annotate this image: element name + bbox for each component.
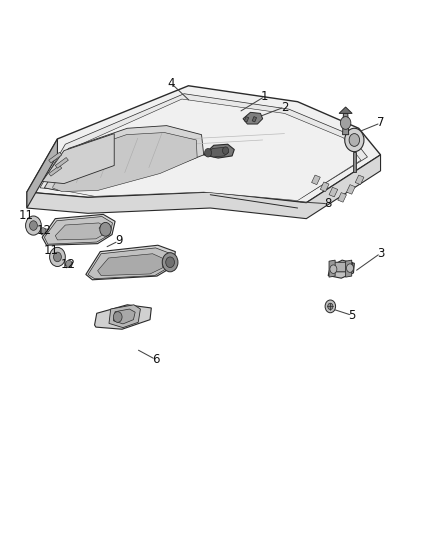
Polygon shape <box>355 175 364 184</box>
Polygon shape <box>95 305 151 329</box>
Polygon shape <box>52 133 197 191</box>
Circle shape <box>66 260 72 268</box>
Polygon shape <box>244 117 249 122</box>
Polygon shape <box>55 223 106 240</box>
Circle shape <box>223 147 229 155</box>
Polygon shape <box>328 260 354 278</box>
Polygon shape <box>49 165 62 176</box>
Circle shape <box>49 247 65 266</box>
Text: 12: 12 <box>37 224 52 237</box>
Polygon shape <box>55 158 68 168</box>
Polygon shape <box>49 99 361 200</box>
Circle shape <box>53 252 61 262</box>
Circle shape <box>205 149 212 157</box>
Circle shape <box>349 134 360 147</box>
Circle shape <box>100 222 111 236</box>
Text: 3: 3 <box>377 247 384 260</box>
Circle shape <box>346 264 353 272</box>
Polygon shape <box>109 305 141 328</box>
Polygon shape <box>44 126 204 190</box>
Polygon shape <box>27 139 57 208</box>
Circle shape <box>340 117 351 130</box>
Circle shape <box>325 300 336 313</box>
Circle shape <box>25 216 41 235</box>
Polygon shape <box>42 134 114 183</box>
Text: 7: 7 <box>377 117 384 130</box>
Polygon shape <box>343 114 349 135</box>
Polygon shape <box>49 152 62 163</box>
Polygon shape <box>27 155 381 219</box>
Text: 1: 1 <box>261 90 268 103</box>
Circle shape <box>162 253 178 272</box>
Polygon shape <box>40 228 48 234</box>
Polygon shape <box>88 248 172 279</box>
Polygon shape <box>86 245 175 280</box>
Circle shape <box>328 303 333 310</box>
Circle shape <box>330 265 337 273</box>
Text: 2: 2 <box>281 101 288 114</box>
Circle shape <box>29 221 37 230</box>
Polygon shape <box>252 117 257 122</box>
Polygon shape <box>329 187 338 197</box>
Polygon shape <box>113 309 135 324</box>
Polygon shape <box>338 192 346 202</box>
Text: 6: 6 <box>152 353 159 366</box>
Circle shape <box>345 128 364 152</box>
Polygon shape <box>339 107 352 114</box>
Text: 11: 11 <box>43 244 58 257</box>
Polygon shape <box>207 148 229 157</box>
Polygon shape <box>44 216 113 244</box>
Polygon shape <box>311 175 320 184</box>
Circle shape <box>113 312 122 322</box>
Polygon shape <box>243 112 263 124</box>
Text: 4: 4 <box>167 77 175 90</box>
Polygon shape <box>320 182 329 191</box>
Polygon shape <box>330 262 353 272</box>
Text: 8: 8 <box>325 197 332 211</box>
Text: 11: 11 <box>18 209 34 222</box>
Polygon shape <box>346 260 352 277</box>
Polygon shape <box>329 260 335 277</box>
Polygon shape <box>346 184 355 194</box>
Polygon shape <box>99 224 110 230</box>
Polygon shape <box>204 144 234 158</box>
Text: 12: 12 <box>61 259 76 271</box>
Circle shape <box>166 257 174 268</box>
Polygon shape <box>65 261 73 267</box>
Text: 5: 5 <box>349 309 356 322</box>
Polygon shape <box>40 94 367 197</box>
Polygon shape <box>27 86 381 203</box>
Polygon shape <box>353 152 356 172</box>
Polygon shape <box>98 254 164 276</box>
Circle shape <box>40 228 46 235</box>
Text: 9: 9 <box>115 235 122 247</box>
Polygon shape <box>42 214 115 245</box>
